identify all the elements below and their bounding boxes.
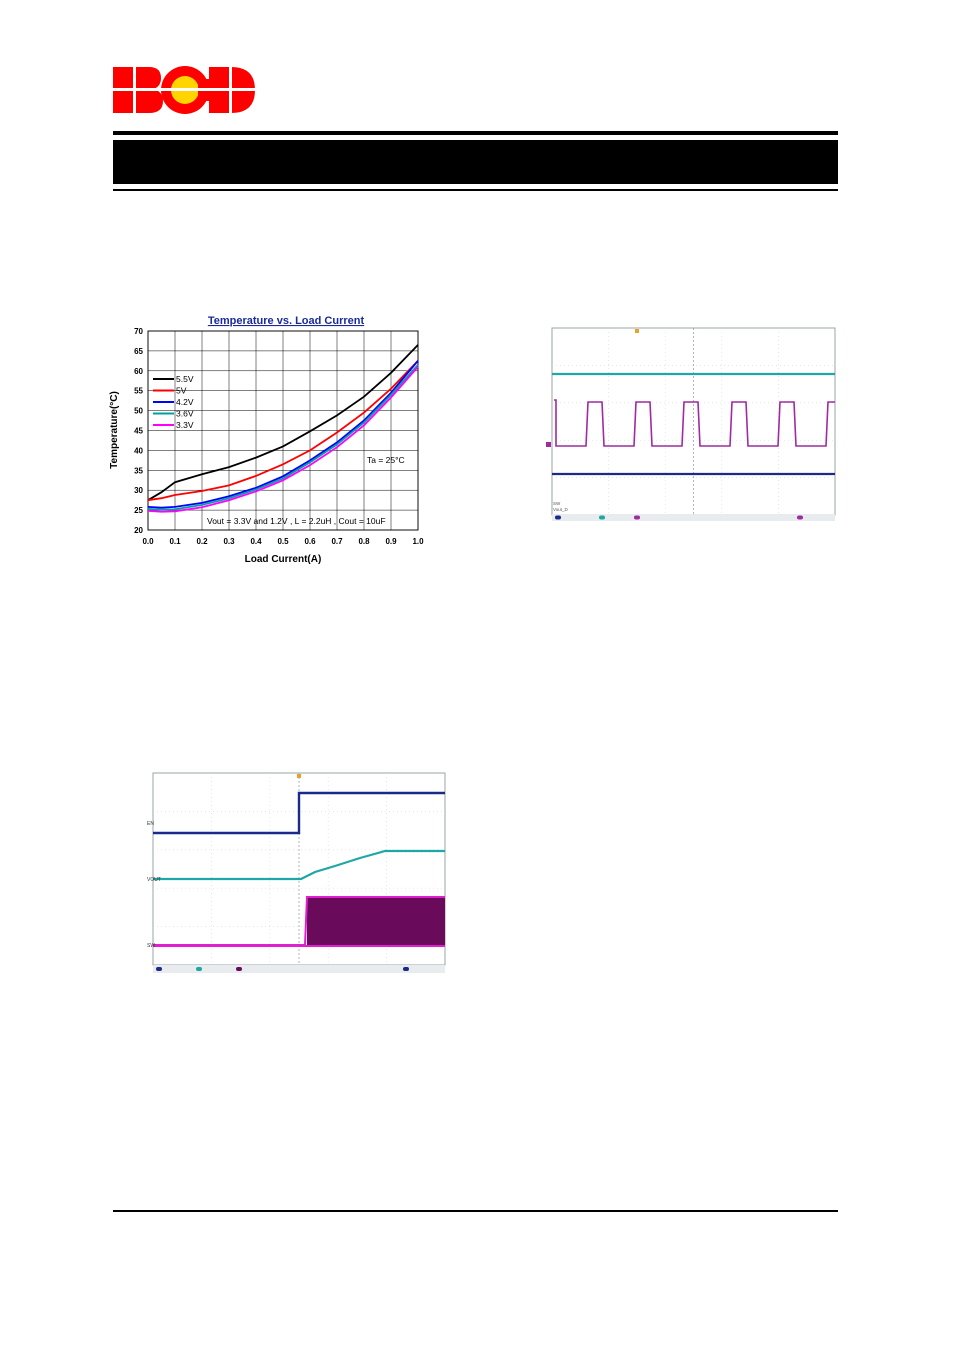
series-line-5-5V bbox=[147, 344, 419, 501]
legend-label: 3.3V bbox=[176, 420, 194, 430]
legend-label: 3.6V bbox=[176, 409, 194, 419]
legend-label: 4.2V bbox=[176, 397, 194, 407]
series-line-3-6V bbox=[147, 364, 419, 511]
y-tick-label: 55 bbox=[134, 387, 143, 396]
y-tick-label: 35 bbox=[134, 466, 143, 475]
series-line-4-2V bbox=[147, 360, 419, 509]
legend-label: 5.5V bbox=[176, 374, 194, 384]
temperature-load-chart: Temperature vs. Load Current 0.0 0.1 0.2 0.… bbox=[109, 315, 424, 565]
legend-label: 5V bbox=[176, 386, 187, 396]
y-tick-label: 30 bbox=[134, 486, 143, 495]
series-line-5V bbox=[147, 360, 419, 502]
y-tick-label: 20 bbox=[134, 526, 143, 535]
x-tick-label: 0.9 bbox=[385, 537, 397, 546]
scope2-label-sw: SW bbox=[147, 943, 155, 949]
x-tick-label: 0.0 bbox=[142, 537, 154, 546]
bcd-logo bbox=[113, 66, 255, 114]
x-tick-label: 0.3 bbox=[223, 537, 235, 546]
scope2-trace-en bbox=[153, 791, 445, 835]
y-tick-label: 65 bbox=[134, 347, 143, 356]
x-tick-label: 0.7 bbox=[331, 537, 343, 546]
scope1-label-vout: Vout_D bbox=[553, 507, 569, 512]
scope1-label-sw: SW bbox=[553, 501, 561, 506]
x-tick-label: 0.1 bbox=[169, 537, 181, 546]
channel-marker-icon bbox=[546, 442, 551, 447]
series-line-3-3V bbox=[147, 366, 419, 513]
trigger-marker-icon bbox=[635, 329, 639, 333]
y-tick-label: 50 bbox=[134, 407, 143, 416]
x-tick-label: 0.5 bbox=[277, 537, 289, 546]
x-axis-label: Load Current(A) bbox=[245, 554, 322, 565]
trigger-marker-icon bbox=[297, 774, 301, 778]
scope2-trace-vout bbox=[153, 849, 445, 881]
y-tick-label: 70 bbox=[134, 327, 143, 336]
y-tick-label: 40 bbox=[134, 446, 143, 455]
chart-title: Temperature vs. Load Current bbox=[208, 315, 365, 327]
annotation-conditions: Vout = 3.3V and 1.2V , L = 2.2uH , Cout … bbox=[207, 516, 386, 526]
scope-capture-switching: SW Vout_D bbox=[546, 327, 836, 521]
scope1-status-bar bbox=[552, 514, 835, 521]
footer-rule bbox=[113, 1210, 838, 1212]
header-rule-top bbox=[113, 131, 838, 135]
scope2-label-vout: VOUT bbox=[147, 877, 161, 883]
plot-area: 0.0 0.1 0.2 0.3 0.4 0.5 0.6 0.7 0.8 0.9 1.0 20 25 30 3… bbox=[134, 327, 424, 546]
annotation-ta: Ta = 25°C bbox=[367, 455, 405, 465]
y-tick-label: 60 bbox=[134, 367, 143, 376]
y-tick-label: 25 bbox=[134, 506, 143, 515]
scope2-status-bar bbox=[153, 965, 445, 973]
plot-frame bbox=[147, 330, 419, 531]
x-tick-label: 0.2 bbox=[196, 537, 208, 546]
scope2-trace-sw-fill bbox=[307, 897, 445, 945]
x-tick-label: 0.4 bbox=[250, 537, 262, 546]
x-tick-label: 0.8 bbox=[358, 537, 370, 546]
header-rule-bottom bbox=[113, 189, 838, 191]
header-title-band bbox=[113, 140, 838, 184]
x-tick-label: 0.6 bbox=[304, 537, 316, 546]
scope2-label-en: EN bbox=[147, 821, 154, 827]
scope1-trace-switching bbox=[554, 399, 835, 447]
scope-capture-startup: EN VOUT SW bbox=[147, 772, 446, 973]
y-tick-label: 45 bbox=[134, 427, 143, 436]
x-tick-label: 1.0 bbox=[412, 537, 424, 546]
y-axis-label: Temperature(°C) bbox=[109, 391, 120, 469]
